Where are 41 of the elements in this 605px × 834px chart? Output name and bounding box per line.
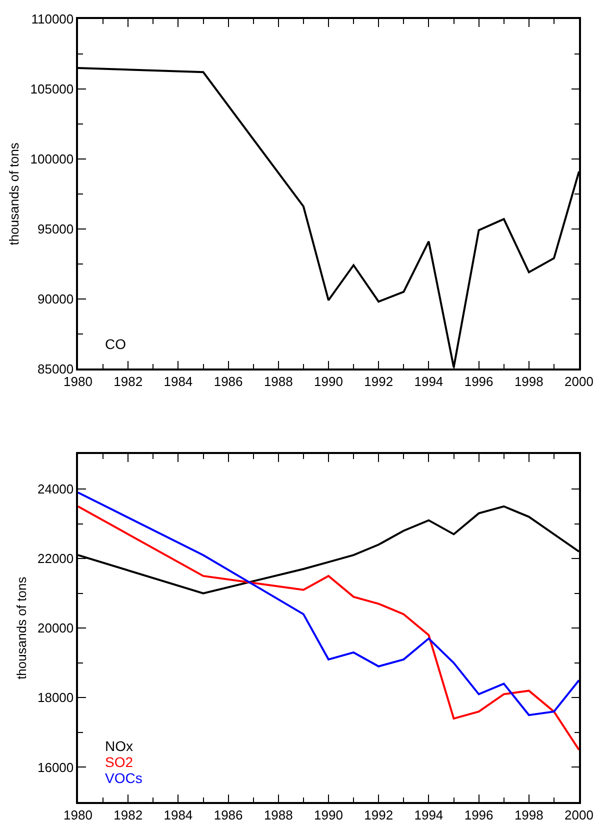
x-tick-label: 1982 (114, 374, 143, 390)
x-tick-label: 1988 (264, 374, 293, 390)
x-tick-label: 1998 (514, 374, 544, 390)
line-series (78, 505, 579, 751)
y-tick-label: 110000 (31, 12, 74, 27)
x-tick-label: 1992 (364, 374, 394, 390)
x-tick-label: 1986 (214, 374, 243, 390)
x-tick-label: 1986 (214, 807, 243, 822)
x-tick-label: 1982 (114, 807, 143, 822)
y-tick-label: 22000 (37, 551, 74, 566)
y-axis-title: thousands of tons (6, 142, 22, 246)
y-tick-label: 16000 (37, 760, 74, 775)
x-tick-label: 1992 (364, 807, 394, 822)
y-axis-title: thousands of tons (14, 576, 29, 680)
y-tick-label: 20000 (37, 620, 74, 636)
x-tick-label: 1990 (314, 374, 343, 390)
y-tick-label: 100000 (30, 151, 74, 166)
text: VOCs (105, 770, 142, 786)
x-tick-label: 1994 (414, 807, 444, 822)
text: CO (105, 336, 126, 352)
text: NOx (105, 738, 133, 754)
y-tick-label: 105000 (30, 82, 74, 96)
x-tick-label: 1980 (64, 374, 92, 390)
x-tick-label: 2000 (564, 374, 594, 390)
line-series (78, 491, 579, 716)
x-tick-label: 1994 (414, 374, 444, 390)
x-tick-label: 1990 (314, 807, 343, 822)
x-tick-label: 1996 (464, 807, 494, 822)
x-tick-label: 1984 (164, 807, 193, 822)
x-tick-label: 1984 (164, 374, 193, 390)
x-tick-label: 1988 (264, 807, 293, 822)
y-tick-label: 18000 (37, 690, 74, 706)
text: SO2 (105, 754, 134, 770)
x-tick-label: 1998 (514, 807, 544, 822)
x-tick-label: 1996 (464, 374, 494, 390)
y-tick-label: 24000 (37, 482, 74, 497)
x-tick-label: 2000 (564, 807, 594, 822)
y-tick-label: 95000 (37, 221, 74, 236)
y-tick-label: 90000 (37, 291, 74, 306)
y-tick-label: 85000 (37, 361, 74, 376)
x-tick-label: 1980 (64, 807, 92, 822)
